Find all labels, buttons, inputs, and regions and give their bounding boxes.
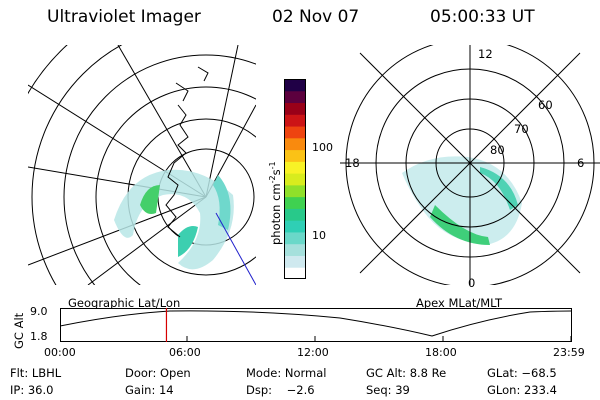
colorbar-unit-sup2: -1: [268, 161, 277, 170]
timeline-ticks: [60, 336, 572, 342]
colorbar-segment: [284, 267, 306, 279]
colorbar-segment: [284, 255, 306, 268]
right-panel-caption: Apex MLat/MLT: [416, 296, 503, 310]
info-gain: Gain: 14: [125, 383, 174, 397]
left-panel-caption: Geographic Lat/Lon: [68, 296, 181, 310]
info-dsp: Dsp: −2.6: [246, 383, 315, 397]
info-door: Door: Open: [125, 366, 191, 380]
altitude-timeline: [60, 308, 572, 342]
colorbar-segment: [284, 184, 306, 198]
colorbar-unit-sup1: -2: [268, 175, 277, 184]
info-mode: Mode: Normal: [246, 366, 327, 380]
timeline-ytick-low: 1.8: [30, 330, 48, 343]
time-label: 05:00:33 UT: [430, 7, 535, 27]
colorbar-segment: [284, 161, 306, 174]
mlt-label-6: 6: [577, 156, 585, 170]
colorbar-segment: [284, 114, 306, 127]
colorbar-tick-100: 100: [312, 141, 333, 154]
colorbar-segment: [284, 126, 306, 139]
colorbar-segment: [284, 231, 306, 245]
mlt-label-12: 12: [478, 47, 493, 61]
lat-label-70: 70: [514, 122, 529, 136]
magnetic-polar-panel: [340, 45, 600, 285]
latitude-circles: [28, 45, 256, 285]
colorbar-unit-mid: s: [268, 169, 283, 176]
lat-label-60: 60: [538, 98, 553, 112]
color-bar: [284, 79, 306, 279]
timeline-xtick-0600: 06:00: [169, 346, 201, 359]
aurora-oval: [402, 156, 522, 245]
info-glat: GLat: −68.5: [487, 366, 557, 380]
timeline-xtick-1200: 12:00: [297, 346, 329, 359]
colorbar-segment: [284, 208, 306, 221]
altitude-curve: [60, 310, 572, 337]
colorbar-tick-10: 10: [312, 229, 326, 242]
mlt-label-18: 18: [345, 156, 360, 170]
timeline-xtick-1800: 18:00: [425, 346, 457, 359]
colorbar-segment: [284, 173, 306, 186]
lat-label-80: 80: [490, 143, 505, 157]
colorbar-segment: [284, 79, 306, 92]
info-flt: Flt: LBHL: [10, 366, 62, 380]
colorbar-segment: [284, 102, 306, 115]
colorbar-segment: [284, 90, 306, 104]
colorbar-segment: [284, 220, 306, 233]
app-title: Ultraviolet Imager: [47, 7, 201, 27]
geographic-image-panel: [28, 45, 256, 285]
coastline-map: [165, 66, 209, 238]
info-gc-alt: GC Alt: 8.8 Re: [366, 366, 447, 380]
date-label: 02 Nov 07: [272, 7, 360, 27]
info-glon: GLon: 233.4: [487, 383, 557, 397]
polar-spokes: [340, 45, 600, 285]
timeline-ytick-high: 9.0: [30, 305, 48, 318]
timeline-ylabel: GC Alt: [12, 312, 26, 349]
colorbar-unit: photon cm: [268, 183, 283, 245]
info-seq: Seq: 39: [366, 383, 410, 397]
info-ip: IP: 36.0: [10, 383, 54, 397]
timeline-xtick-0000: 00:00: [44, 346, 76, 359]
timeline-xtick-2359: 23:59: [553, 346, 585, 359]
colorbar-segment: [284, 149, 306, 162]
mlt-label-0: 0: [468, 276, 476, 290]
colorbar-segment: [284, 243, 306, 256]
colorbar-frame: [284, 79, 306, 279]
satellite-track-line: [215, 212, 256, 285]
colorbar-label: photon cm-2s-1: [268, 161, 283, 245]
colorbar-segment: [284, 137, 306, 151]
longitude-lines: [28, 45, 256, 285]
aurora-emission: [114, 169, 234, 270]
colorbar-segment: [284, 196, 306, 209]
